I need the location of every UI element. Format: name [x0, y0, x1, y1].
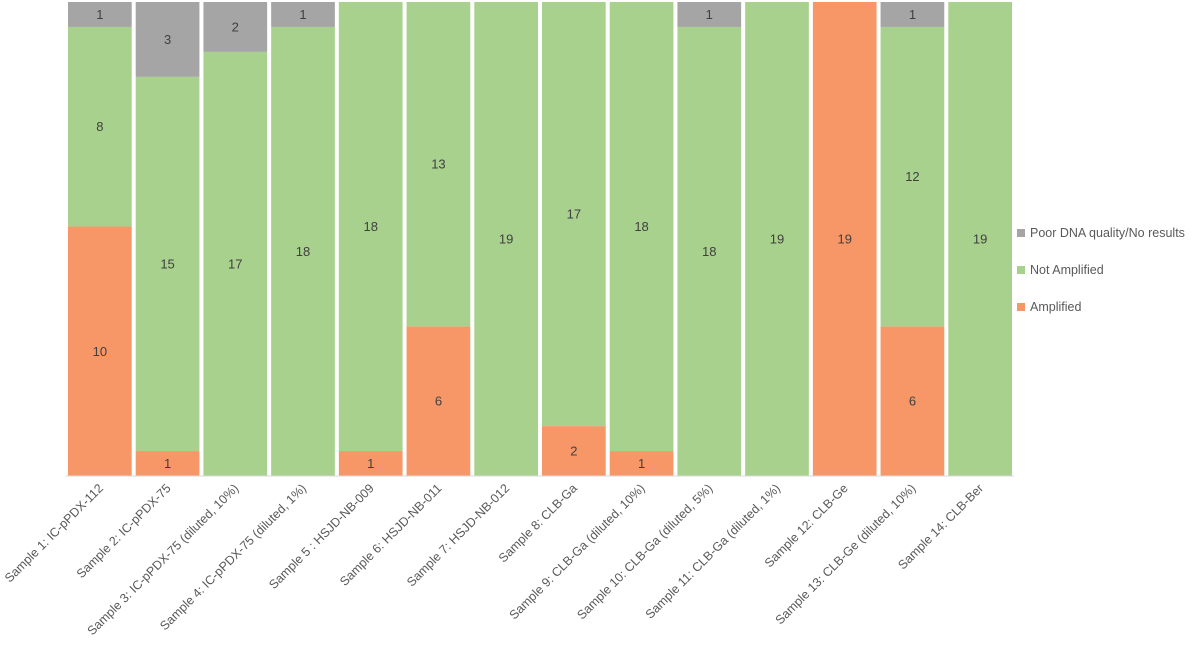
- bar-segment-not-amplified-13: [880, 26, 945, 327]
- data-label-poor-dna-quality-no-results-3: 2: [232, 19, 239, 34]
- bar-segment-not-amplified-6: [406, 2, 471, 327]
- bar-segment-not-amplified-9: [609, 2, 674, 452]
- data-label-amplified-2: 1: [164, 456, 171, 471]
- x-tick-label-4: Sample 4: IC-pPDX-75 (diluted, 1%): [157, 481, 309, 633]
- data-label-amplified-1: 10: [93, 344, 107, 359]
- x-tick-label-13: Sample 13: CLB-Ge (diluted, 10%): [773, 481, 919, 627]
- data-label-amplified-12: 19: [837, 232, 851, 247]
- data-label-not-amplified-13: 12: [905, 169, 919, 184]
- bar-segment-poor-dna-quality-no-results-2: [135, 2, 200, 77]
- data-label-poor-dna-quality-no-results-13: 1: [909, 7, 916, 22]
- bar-segment-not-amplified-7: [474, 2, 538, 476]
- bar-segment-poor-dna-quality-no-results-1: [68, 2, 132, 27]
- legend: Poor DNA quality/No results Not Amplified…: [1017, 224, 1199, 335]
- data-label-not-amplified-5: 18: [363, 219, 377, 234]
- legend-swatch-amplified: [1017, 303, 1025, 311]
- bar-segment-not-amplified-4: [271, 26, 335, 476]
- legend-label-not-amplified: Not Amplified: [1030, 263, 1104, 277]
- bar-segment-amplified-2: [135, 451, 200, 476]
- bar-segment-amplified-1: [68, 226, 132, 476]
- legend-item-not-amplified: Not Amplified: [1017, 261, 1199, 279]
- data-label-not-amplified-8: 17: [567, 207, 581, 222]
- x-tick-label-10: Sample 10: CLB-Ga (diluted, 5%): [574, 481, 715, 622]
- data-label-amplified-5: 1: [367, 456, 374, 471]
- legend-swatch-poor-dna-quality-no-results: [1017, 229, 1025, 237]
- data-label-amplified-9: 1: [638, 456, 645, 471]
- data-label-amplified-13: 6: [909, 394, 916, 409]
- bar-segment-amplified-5: [338, 451, 403, 476]
- data-label-poor-dna-quality-no-results-10: 1: [706, 7, 713, 22]
- data-label-not-amplified-1: 8: [96, 119, 103, 134]
- x-tick-label-3: Sample 3: IC-pPDX-75 (diluted, 10%): [85, 481, 242, 638]
- data-label-not-amplified-6: 13: [431, 157, 445, 172]
- bar-segment-amplified-9: [609, 451, 674, 476]
- bar-segment-amplified-13: [880, 326, 945, 476]
- legend-label-amplified: Amplified: [1030, 300, 1082, 314]
- bar-segment-poor-dna-quality-no-results-3: [203, 2, 268, 52]
- bar-segment-amplified-12: [812, 2, 877, 476]
- data-label-not-amplified-2: 15: [160, 256, 174, 271]
- data-label-not-amplified-9: 18: [634, 219, 648, 234]
- bar-segment-not-amplified-11: [745, 2, 809, 476]
- legend-swatch-not-amplified: [1017, 266, 1025, 274]
- data-label-poor-dna-quality-no-results-1: 1: [96, 7, 103, 22]
- data-label-poor-dna-quality-no-results-2: 3: [164, 32, 171, 47]
- data-label-amplified-6: 6: [435, 394, 442, 409]
- bar-segment-not-amplified-5: [338, 2, 403, 452]
- bar-segment-not-amplified-1: [68, 26, 132, 227]
- bar-segment-not-amplified-14: [948, 2, 1012, 476]
- bar-segment-not-amplified-3: [203, 51, 268, 476]
- x-tick-label-9: Sample 9: CLB-Ga (diluted, 10%): [507, 481, 648, 622]
- bar-segment-poor-dna-quality-no-results-10: [677, 2, 742, 27]
- bar-segment-amplified-8: [542, 426, 606, 476]
- data-label-not-amplified-14: 19: [973, 232, 987, 247]
- bar-segment-amplified-6: [406, 326, 471, 476]
- bar-segment-not-amplified-2: [135, 76, 200, 452]
- data-label-not-amplified-4: 18: [296, 244, 310, 259]
- data-label-not-amplified-10: 18: [702, 244, 716, 259]
- bar-segment-not-amplified-8: [542, 2, 606, 427]
- bar-segment-poor-dna-quality-no-results-4: [271, 2, 335, 27]
- data-label-not-amplified-11: 19: [770, 232, 784, 247]
- data-label-not-amplified-3: 17: [228, 256, 242, 271]
- data-label-amplified-8: 2: [570, 444, 577, 459]
- data-label-poor-dna-quality-no-results-4: 1: [299, 7, 306, 22]
- x-tick-label-11: Sample 11: CLB-Ga (diluted, 1%): [643, 481, 783, 621]
- bar-segment-poor-dna-quality-no-results-13: [880, 2, 945, 27]
- legend-label-poor-dna-quality-no-results: Poor DNA quality/No results: [1030, 226, 1185, 240]
- legend-item-amplified: Amplified: [1017, 298, 1199, 316]
- bar-segment-not-amplified-10: [677, 26, 742, 476]
- legend-item-poor-dna-quality-no-results: Poor DNA quality/No results: [1017, 224, 1199, 242]
- bars-group: 10 8 1 1 15 3 17 2 18 1 1 18 6 13 19 2 17 1 18 18 1 19 19 6 12 1 1…: [68, 2, 1012, 476]
- data-label-not-amplified-7: 19: [499, 232, 513, 247]
